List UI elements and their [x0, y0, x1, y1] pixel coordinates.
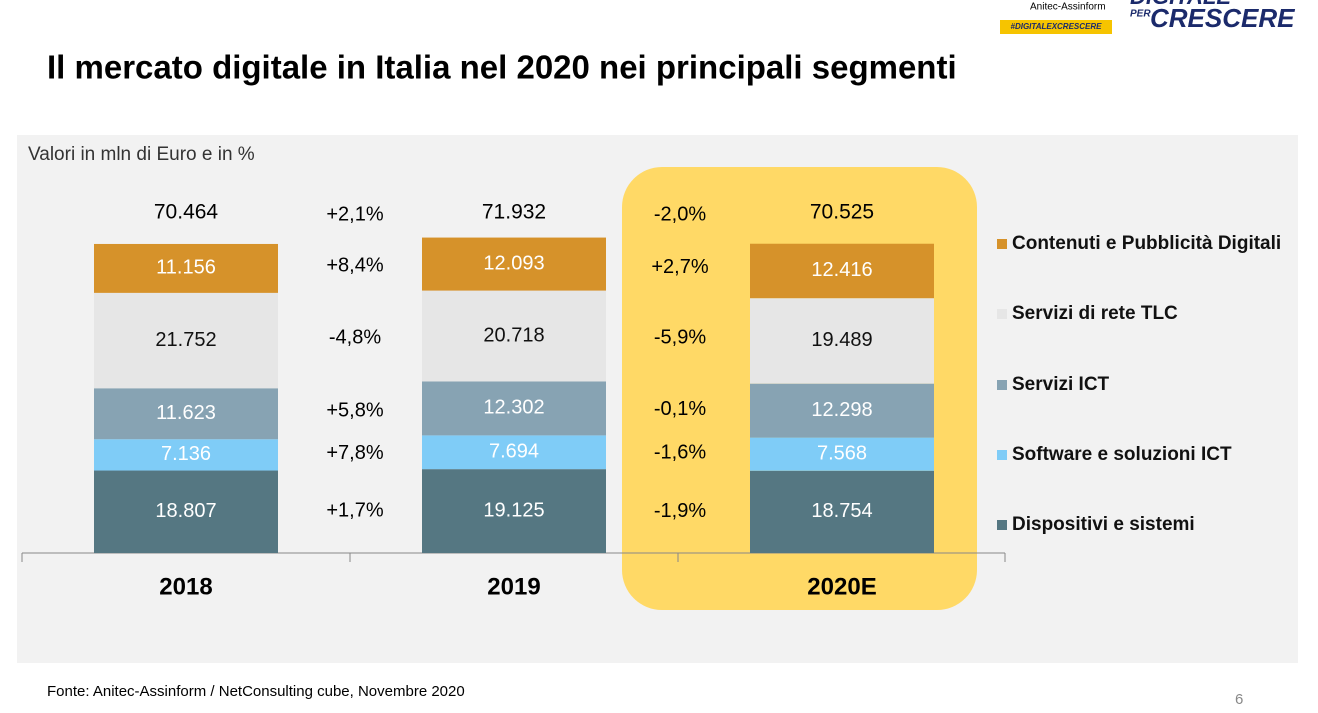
bar-segment [94, 292, 278, 389]
segment-label: 18.754 [811, 500, 872, 522]
growth-label: +1,7% [326, 500, 383, 522]
growth-label: -5,9% [654, 327, 706, 349]
legend-label: Contenuti e Pubblicità Digitali [1012, 233, 1282, 254]
segment-label: 7.136 [161, 443, 211, 465]
logo-brand: PER [1130, 9, 1151, 20]
total-label: 70.525 [810, 201, 874, 224]
bar-segment [750, 383, 934, 438]
x-tick-label: 2019 [487, 573, 540, 600]
segment-label: 12.302 [483, 397, 544, 419]
segment-label: 12.416 [811, 259, 872, 281]
bar-segment [750, 243, 934, 299]
segment-label: 7.694 [489, 441, 539, 463]
bar-segment [422, 381, 606, 436]
legend-swatch [997, 380, 1007, 390]
bar-segment [750, 470, 934, 553]
legend-label: Software e soluzioni ICT [1012, 444, 1232, 465]
page-number: 6 [1235, 691, 1243, 708]
total-label: 70.464 [154, 201, 219, 224]
bar-segment [750, 298, 934, 384]
segment-label: 11.623 [156, 402, 216, 424]
total-label: 71.932 [482, 201, 546, 224]
growth-label: -0,1% [654, 398, 706, 420]
logo-hashtag: #DIGITALEXCRESCERE [1011, 22, 1103, 31]
segment-label: 7.568 [817, 442, 867, 464]
segment-label: 12.093 [483, 252, 544, 274]
legend-label: Servizi ICT [1012, 374, 1110, 395]
segment-label: 19.489 [811, 329, 872, 351]
bar-segment [422, 290, 606, 382]
bar-segment [94, 470, 278, 553]
bar-segment [94, 243, 278, 293]
x-tick-label: 2018 [159, 573, 212, 600]
title: Il mercato digitale in Italia nel 2020 n… [47, 49, 957, 86]
logo-tag [1000, 20, 1112, 34]
x-tick-label: 2020E [807, 573, 876, 600]
segment-label: 11.156 [156, 257, 216, 279]
logo-brand: DIGITALE [1130, 0, 1232, 9]
segment-label: 18.807 [155, 500, 216, 522]
segment-label: 19.125 [483, 499, 544, 521]
source: Fonte: Anitec-Assinform / NetConsulting … [47, 683, 465, 700]
growth-label: +2,7% [651, 256, 708, 278]
bar-segment [422, 435, 606, 470]
legend-swatch [997, 450, 1007, 460]
growth-label: -1,9% [654, 500, 706, 522]
growth-label: -2,0% [654, 203, 706, 225]
growth-label: +2,1% [326, 203, 383, 225]
logo-org: Anitec-Assinform [1030, 2, 1106, 13]
growth-label: +5,8% [326, 399, 383, 421]
growth-label: +7,8% [326, 442, 383, 464]
legend-swatch [997, 520, 1007, 530]
growth-label: +8,4% [326, 255, 383, 277]
legend-swatch [997, 239, 1007, 249]
bar-segment [94, 388, 278, 440]
segment-label: 20.718 [483, 324, 544, 346]
legend-swatch [997, 309, 1007, 319]
bar-segment [422, 237, 606, 291]
legend-label: Servizi di rete TLC [1012, 303, 1178, 324]
growth-label: -1,6% [654, 441, 706, 463]
bar-segment [750, 437, 934, 471]
logo-brand: CRESCERE [1150, 3, 1295, 33]
bar-segment [422, 469, 606, 553]
subtitle: Valori in mln di Euro e in % [28, 144, 255, 165]
bar-segment [94, 439, 278, 471]
segment-label: 12.298 [811, 399, 872, 421]
legend-label: Dispositivi e sistemi [1012, 514, 1195, 535]
segment-label: 21.752 [155, 329, 216, 351]
growth-label: -4,8% [329, 327, 381, 349]
